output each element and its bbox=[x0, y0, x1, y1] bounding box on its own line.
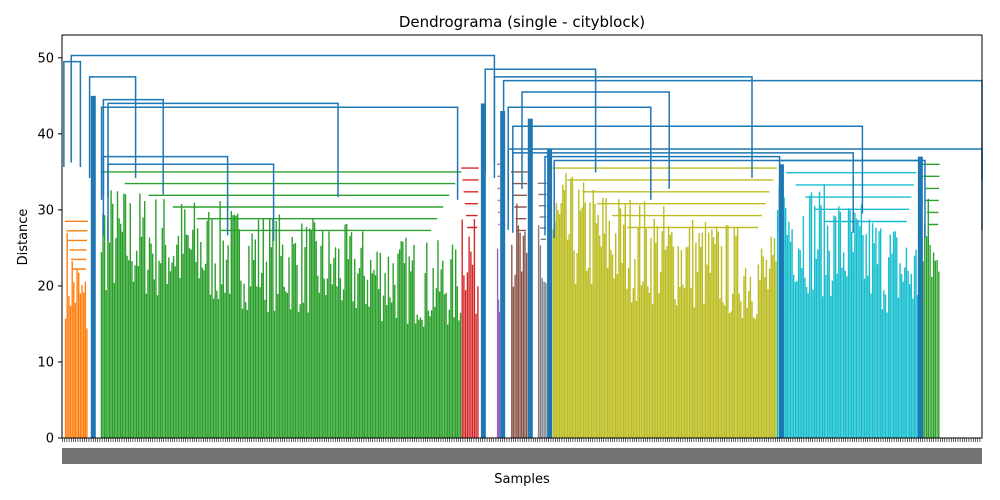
cluster-merge-links bbox=[922, 163, 940, 226]
blue-trunk-5 bbox=[547, 149, 553, 438]
x-tick-labels-dense bbox=[62, 448, 982, 464]
blue-trunk-6 bbox=[778, 164, 784, 438]
cluster-leaf-links bbox=[461, 219, 479, 438]
x-axis-label: Samples bbox=[494, 472, 550, 487]
cluster-merge-links bbox=[552, 167, 777, 229]
cluster-leaf-links bbox=[100, 190, 462, 438]
blue-link-4 bbox=[107, 102, 339, 198]
blue-trunk-2 bbox=[480, 103, 486, 438]
x-axis bbox=[62, 438, 982, 464]
blue-trunk-1 bbox=[90, 95, 96, 438]
cluster-merge-links bbox=[511, 171, 528, 232]
blue-trunk-3 bbox=[500, 111, 506, 439]
cluster-merge-links bbox=[537, 182, 547, 240]
blue-link-2 bbox=[88, 76, 137, 178]
cluster-merge-links bbox=[776, 159, 919, 223]
y-tick-label: 0 bbox=[46, 432, 54, 447]
y-tick-label: 50 bbox=[37, 51, 54, 66]
blue-link-11 bbox=[502, 79, 983, 181]
blue-link-1 bbox=[63, 60, 82, 168]
cluster-merge-links bbox=[64, 220, 88, 270]
x-tick-marks bbox=[62, 438, 981, 442]
blue-link-6 bbox=[102, 155, 229, 236]
cluster-group bbox=[64, 159, 940, 438]
blue-link-7 bbox=[107, 163, 275, 241]
cluster-leaf-links bbox=[496, 248, 501, 438]
blue-link-16 bbox=[512, 152, 854, 233]
blue-link-10 bbox=[493, 76, 753, 178]
blue-trunk-4 bbox=[527, 118, 533, 438]
blue-link-12 bbox=[521, 91, 670, 189]
y-tick-label: 40 bbox=[37, 127, 54, 142]
cluster-leaf-links bbox=[511, 203, 528, 438]
cluster-3 bbox=[461, 167, 479, 438]
cluster-merge-links bbox=[100, 171, 462, 232]
blue-link-18 bbox=[553, 159, 926, 239]
cluster-4 bbox=[496, 163, 501, 438]
y-tick-label: 20 bbox=[37, 279, 54, 294]
cluster-1 bbox=[64, 220, 88, 438]
cluster-2 bbox=[100, 171, 462, 438]
cluster-leaf-links bbox=[922, 198, 940, 438]
cluster-leaf-links bbox=[537, 225, 547, 438]
y-axis: 0 10 20 30 40 50 bbox=[37, 51, 62, 447]
blue-link-8 bbox=[70, 54, 496, 163]
blue-link-3 bbox=[102, 98, 164, 195]
cluster-leaf-links bbox=[64, 232, 88, 438]
blue-link-5 bbox=[100, 106, 459, 200]
cluster-merge-links bbox=[497, 163, 500, 226]
cluster-leaf-links bbox=[552, 173, 777, 438]
cluster-9 bbox=[922, 163, 940, 438]
y-axis-label: Distance bbox=[16, 209, 31, 266]
cluster-7 bbox=[552, 167, 777, 438]
cluster-merge-links bbox=[461, 167, 479, 229]
y-tick-label: 10 bbox=[37, 355, 54, 370]
cluster-8 bbox=[776, 159, 919, 438]
cluster-leaf-links bbox=[776, 184, 919, 438]
link-group bbox=[63, 54, 983, 439]
y-tick-label: 30 bbox=[37, 203, 54, 218]
chart-title: Dendrograma (single - cityblock) bbox=[399, 13, 645, 31]
cluster-6 bbox=[537, 182, 547, 438]
blue-trunk-7 bbox=[917, 156, 923, 438]
cluster-5 bbox=[511, 171, 528, 438]
